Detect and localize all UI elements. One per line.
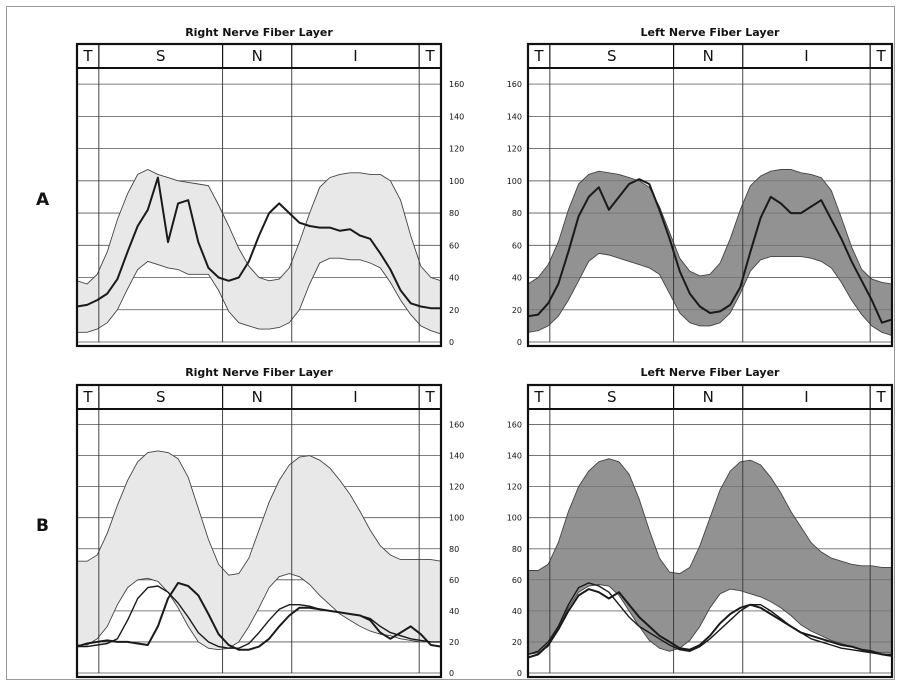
measured-line-secondary <box>77 585 441 649</box>
sector-header <box>77 385 441 409</box>
y-tick-label: 20 <box>449 638 459 647</box>
y-tick-label: 80 <box>449 209 459 218</box>
normal-range-band <box>77 169 441 334</box>
measured-line <box>527 178 893 324</box>
y-tick-label: 140 <box>507 112 522 121</box>
y-tick-label: 0 <box>449 669 454 678</box>
sector-label: S <box>156 388 166 406</box>
band-upper-line <box>77 450 442 576</box>
y-tick-label: 20 <box>512 638 522 647</box>
measured-line <box>76 581 442 651</box>
sector-header <box>77 44 441 68</box>
band-lower-line <box>77 257 442 335</box>
band-lower-line <box>77 573 441 651</box>
y-tick-label: 40 <box>512 274 522 283</box>
sector-label: I <box>804 47 808 65</box>
chart-title: Right Nerve Fiber Layer <box>185 366 333 379</box>
y-tick-label: 120 <box>507 145 522 154</box>
figure-frame <box>6 6 895 680</box>
y-tick-label: 140 <box>449 112 464 121</box>
chart-border <box>526 383 894 679</box>
band-upper-line <box>76 168 442 285</box>
y-tick-label: 140 <box>449 452 464 461</box>
y-tick-label: 60 <box>512 576 522 585</box>
sector-label: T <box>82 388 93 406</box>
chart-title: Left Nerve Fiber Layer <box>641 26 780 39</box>
measured-line <box>76 176 441 310</box>
sector-label: I <box>353 388 357 406</box>
sector-label: T <box>424 388 435 406</box>
sector-label: S <box>607 47 617 65</box>
sector-label: N <box>252 47 263 65</box>
y-tick-label: 0 <box>517 338 522 347</box>
y-tick-label: 80 <box>512 545 522 554</box>
band-upper-line <box>527 169 893 285</box>
sector-label: S <box>156 47 166 65</box>
sector-label: T <box>533 388 544 406</box>
y-tick-label: 100 <box>449 514 464 523</box>
normal-range-band <box>528 169 892 336</box>
y-tick-label: 160 <box>449 421 464 430</box>
y-tick-label: 0 <box>449 338 454 347</box>
y-tick-label: 100 <box>449 177 464 186</box>
normal-range-band <box>77 450 441 650</box>
y-tick-label: 120 <box>507 483 522 492</box>
y-tick-label: 20 <box>449 306 459 315</box>
y-tick-label: 60 <box>512 241 522 250</box>
y-tick-label: 40 <box>449 274 459 283</box>
sector-label: T <box>533 47 544 65</box>
sector-label: S <box>607 388 617 406</box>
band-upper-line <box>528 458 892 575</box>
measured-line <box>527 588 893 659</box>
sector-label: T <box>875 388 886 406</box>
y-tick-label: 140 <box>507 452 522 461</box>
chart-title: Right Nerve Fiber Layer <box>185 26 333 39</box>
y-tick-label: 0 <box>517 669 522 678</box>
y-tick-label: 40 <box>449 607 459 616</box>
sector-label: T <box>875 47 886 65</box>
y-tick-label: 120 <box>449 483 464 492</box>
y-tick-label: 160 <box>507 80 522 89</box>
sector-header <box>528 385 892 409</box>
sector-label: I <box>804 388 808 406</box>
y-tick-label: 40 <box>512 607 522 616</box>
y-tick-label: 160 <box>507 421 522 430</box>
chart-border <box>75 383 443 679</box>
sector-label: N <box>703 47 714 65</box>
band-lower-line <box>527 584 892 655</box>
y-tick-label: 100 <box>507 177 522 186</box>
sector-label: N <box>252 388 263 406</box>
sector-label: N <box>703 388 714 406</box>
y-tick-label: 160 <box>449 80 464 89</box>
sector-label: T <box>424 47 435 65</box>
sector-label: I <box>353 47 357 65</box>
y-tick-label: 100 <box>507 514 522 523</box>
band-lower-line <box>527 252 893 337</box>
chart-border <box>75 42 443 348</box>
normal-range-band <box>528 458 892 655</box>
row-label-b: B <box>36 516 49 536</box>
y-tick-label: 120 <box>449 145 464 154</box>
chart-border <box>526 42 894 348</box>
y-tick-label: 60 <box>449 241 459 250</box>
y-tick-label: 80 <box>449 545 459 554</box>
y-tick-label: 20 <box>512 306 522 315</box>
chart-title: Left Nerve Fiber Layer <box>641 366 780 379</box>
measured-line-secondary <box>527 582 892 656</box>
sector-header <box>528 44 892 68</box>
sector-label: T <box>82 47 93 65</box>
y-tick-label: 80 <box>512 209 522 218</box>
y-tick-label: 60 <box>449 576 459 585</box>
row-label-a: A <box>36 190 50 210</box>
